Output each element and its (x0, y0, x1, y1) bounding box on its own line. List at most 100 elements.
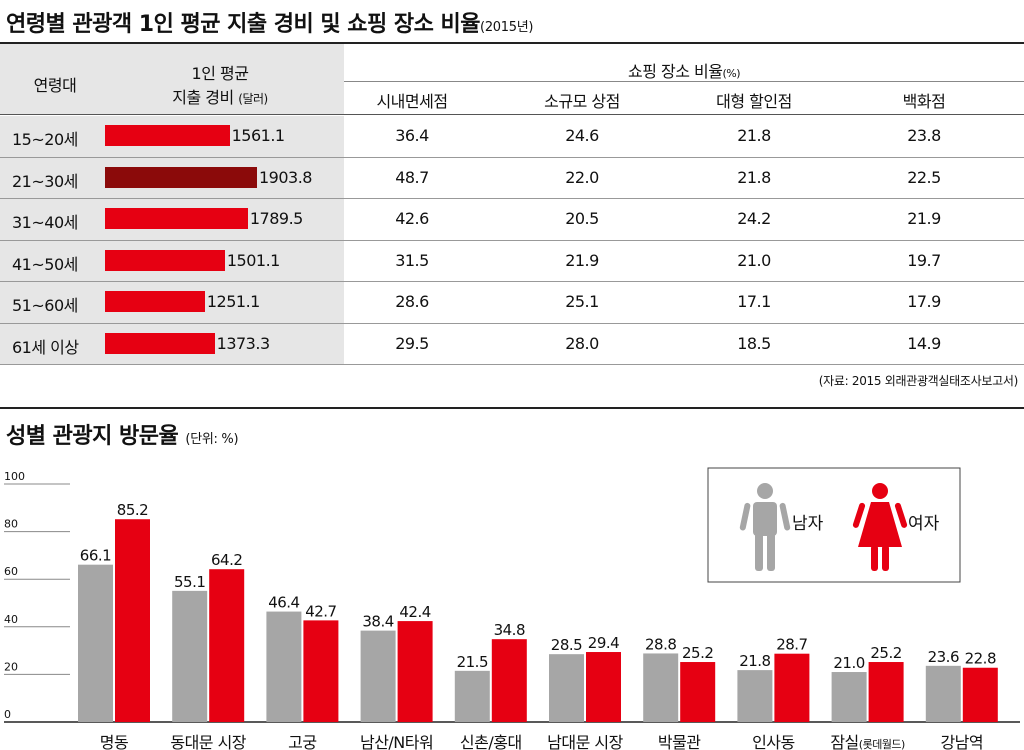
bar (680, 662, 716, 722)
share-value: 28.0 (565, 333, 599, 353)
age-label: 41~50세 (12, 254, 78, 274)
bar (115, 519, 150, 722)
spend-value: 1789.5 (249, 209, 303, 228)
legend-label: 남자 (792, 514, 824, 534)
bar (303, 620, 339, 722)
bar-value-label: 21.5 (457, 653, 488, 671)
bar-value-label: 42.4 (399, 603, 430, 621)
category-name: 박물관 (658, 733, 701, 750)
bar-value-label: 23.6 (928, 648, 959, 666)
man-figure-icon (739, 483, 791, 571)
share-value: 24.2 (737, 209, 771, 228)
category-name: 신촌/홍대 (460, 733, 522, 750)
header-left-bg (0, 44, 344, 114)
age-column-header: 연령대 (33, 76, 77, 95)
table-title-suffix: (2015년) (480, 20, 534, 35)
section-divider (0, 407, 1024, 409)
spend-value: 1251.1 (206, 292, 260, 311)
woman-figure-icon (852, 483, 908, 571)
category-name: 고궁 (288, 733, 316, 750)
spend-header-line1: 1인 평균 (191, 64, 249, 83)
category-label: 강남역 (940, 733, 983, 750)
bar-value-label: 28.8 (645, 635, 676, 653)
category-label: 신촌/홍대 (460, 733, 522, 750)
category-label: 고궁 (288, 733, 316, 750)
share-value: 17.1 (737, 292, 771, 311)
row-rule (0, 281, 1024, 282)
spend-bar (105, 249, 225, 271)
bar (774, 653, 810, 722)
place-header: 시내면세점 (376, 92, 448, 111)
category-label: 동대문 시장 (170, 733, 246, 750)
shopping-header-rule (344, 81, 1024, 82)
bar (454, 670, 490, 722)
share-value: 18.5 (737, 333, 771, 353)
share-value: 23.8 (907, 126, 941, 145)
bar (360, 630, 396, 722)
bar (266, 611, 302, 722)
row-rule (0, 198, 1024, 199)
y-tick-label: 100 (4, 470, 25, 483)
place-header: 소규모 상점 (544, 92, 620, 111)
category-label: 잠실(롯데월드) (830, 733, 905, 750)
bar (831, 672, 867, 722)
spend-unit: (달러) (238, 92, 268, 106)
y-tick-label: 0 (4, 708, 11, 721)
bar-value-label: 42.7 (305, 602, 336, 620)
spend-bar (105, 332, 215, 354)
share-value: 21.9 (565, 250, 599, 270)
share-value: 20.5 (565, 209, 599, 228)
share-value: 22.0 (565, 167, 599, 187)
spend-value: 1373.3 (216, 333, 270, 353)
spend-value: 1903.8 (259, 167, 312, 187)
age-label: 61세 이상 (12, 337, 79, 357)
y-tick-label: 20 (4, 660, 18, 673)
bar-value-label: 22.8 (965, 650, 996, 668)
spend-value: 1501.1 (226, 250, 280, 270)
share-value: 22.5 (907, 167, 941, 187)
category-label: 남대문 시장 (547, 733, 623, 750)
spend-value: 1561.1 (231, 126, 285, 145)
bar-value-label: 34.8 (494, 621, 525, 639)
bar-value-label: 21.0 (833, 654, 864, 672)
share-value: 31.5 (395, 250, 429, 270)
age-label: 51~60세 (12, 296, 78, 315)
place-header: 백화점 (902, 92, 946, 111)
category-name: 인사동 (752, 733, 795, 750)
spend-bar (105, 166, 257, 188)
spend-header-line2: 지출 경비 (달러) (172, 88, 268, 107)
y-tick-label: 60 (4, 565, 18, 578)
category-label: 인사동 (752, 733, 795, 750)
share-value: 21.8 (737, 167, 771, 187)
category-label: 남산/N타워 (360, 733, 433, 750)
age-label: 21~30세 (12, 171, 78, 191)
bar-value-label: 25.2 (682, 644, 713, 662)
share-value: 24.6 (565, 126, 599, 145)
category-name: 명동 (100, 733, 128, 750)
shopping-group-header: 쇼핑 장소 비율(%) (627, 62, 741, 81)
table-title: 연령별 관광객 1인 평균 지출 경비 및 쇼핑 장소 비율(2015년) (6, 12, 534, 37)
bar-value-label: 64.2 (211, 551, 242, 569)
share-value: 36.4 (395, 126, 429, 145)
age-label: 31~40세 (12, 213, 78, 232)
share-value: 21.8 (737, 126, 771, 145)
bar (549, 654, 584, 722)
spend-bar (105, 291, 205, 312)
category-label: 명동 (100, 733, 128, 750)
row-rule (0, 239, 1024, 241)
share-value: 25.1 (565, 292, 599, 311)
source-note: (자료: 2015 외래관광객실태조사보고서) (818, 374, 1019, 388)
category-name: 남산/N타워 (360, 733, 433, 750)
bar (78, 564, 113, 722)
row-rule (0, 156, 1024, 158)
header-bottom-rule (0, 114, 1024, 115)
legend-box (707, 467, 961, 583)
bar-value-label: 28.5 (551, 636, 582, 654)
bar-value-label: 66.1 (80, 547, 111, 565)
bar-value-label: 29.4 (588, 634, 619, 652)
bar (397, 621, 433, 722)
y-tick-label: 40 (4, 613, 18, 626)
share-value: 28.6 (395, 292, 429, 311)
bar-value-label: 28.7 (776, 636, 807, 654)
bar (586, 652, 621, 722)
